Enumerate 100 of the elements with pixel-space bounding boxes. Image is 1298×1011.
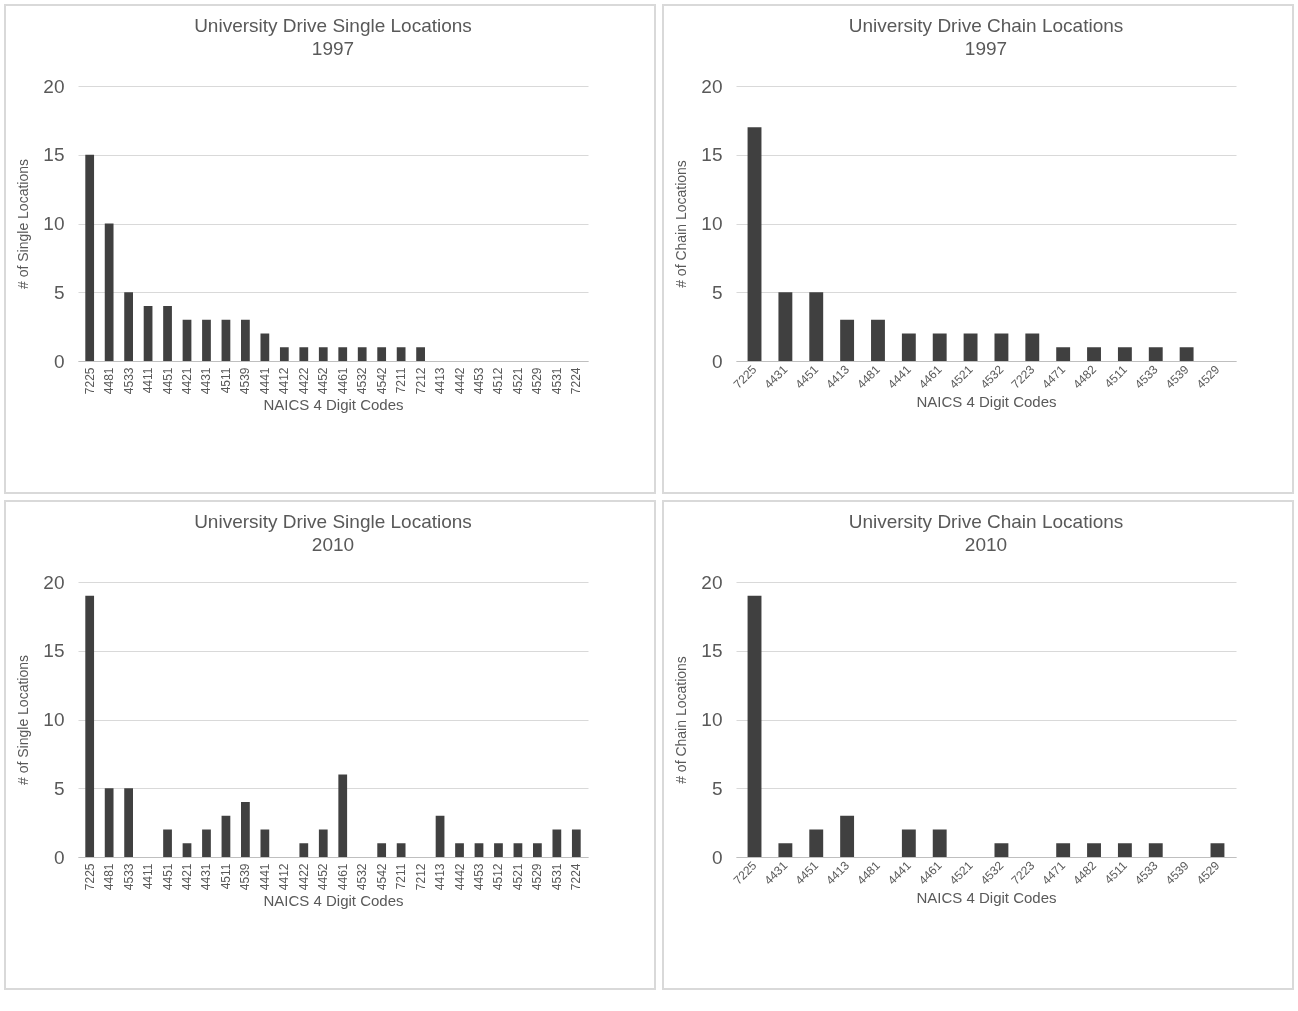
x-tick-label: 4533	[121, 367, 136, 395]
x-tick-label: 7225	[82, 863, 97, 891]
bar	[143, 306, 153, 361]
bar	[338, 347, 348, 361]
chart-subtitle: 2010	[311, 534, 355, 555]
x-tick-label: 4461	[335, 863, 350, 891]
y-axis-title: # of Single Locations	[15, 159, 32, 289]
x-tick-label: 4461	[335, 367, 350, 395]
y-tick-label: 5	[711, 281, 723, 303]
x-axis-title: NAICS 4 Digit Codes	[263, 396, 404, 414]
x-tick-label: 4452	[316, 367, 331, 395]
y-tick-label: 10	[43, 709, 65, 730]
chart-title: University Drive Chain Locations	[848, 511, 1124, 532]
bar	[318, 347, 328, 361]
x-tick-label: 4413	[433, 367, 448, 395]
bar	[1210, 843, 1225, 857]
y-axis-title: # of Chain Locations	[673, 656, 690, 784]
bar	[85, 154, 95, 361]
bar	[163, 829, 172, 857]
y-tick-label: 20	[43, 571, 65, 593]
x-tick-label: 4532	[355, 367, 370, 395]
chart-title: University Drive Chain Locations	[848, 15, 1124, 36]
bar	[318, 829, 328, 857]
bar	[455, 843, 464, 857]
bar	[747, 595, 762, 857]
x-tick-label: 4453	[471, 367, 486, 395]
bar	[474, 843, 484, 857]
y-tick-label: 5	[53, 777, 65, 799]
y-axis-title: # of Chain Locations	[673, 160, 690, 288]
bar	[963, 333, 978, 361]
chart-subtitle: 2010	[964, 534, 1008, 555]
y-tick-label: 0	[53, 846, 65, 868]
x-tick-label: 7224	[569, 367, 584, 395]
bar	[1148, 347, 1163, 361]
bar	[182, 319, 192, 361]
bar	[1117, 843, 1132, 857]
x-tick-label: 4412	[277, 367, 292, 395]
bar	[163, 306, 172, 361]
x-tick-label: 4452	[316, 863, 331, 891]
x-tick-label: 4442	[452, 863, 467, 891]
x-axis-title: NAICS 4 Digit Codes	[916, 888, 1057, 906]
bar	[571, 829, 581, 857]
bar	[338, 774, 348, 857]
bar	[85, 595, 95, 857]
bar	[377, 843, 387, 857]
bar	[104, 788, 114, 857]
bar	[124, 292, 133, 361]
bar	[435, 815, 445, 857]
bar	[202, 319, 211, 361]
bar	[778, 292, 793, 361]
x-tick-label: 4453	[471, 863, 486, 891]
x-tick-label: 4539	[238, 863, 253, 891]
bar	[533, 843, 542, 857]
y-tick-label: 5	[53, 281, 65, 303]
y-tick-label: 10	[701, 709, 723, 730]
bar	[809, 829, 824, 857]
x-tick-label: 7211	[394, 367, 409, 394]
bar	[1025, 333, 1040, 361]
bar	[778, 843, 793, 857]
x-tick-label: 4511	[218, 367, 233, 394]
chart-title: University Drive Single Locations	[194, 511, 472, 532]
y-axis-title: # of Single Locations	[15, 655, 32, 785]
x-tick-label: 4512	[491, 367, 506, 395]
bar	[416, 347, 425, 361]
bar	[932, 333, 947, 361]
bar	[104, 223, 114, 361]
y-tick-label: 15	[701, 144, 723, 166]
bar	[260, 829, 270, 857]
bar	[840, 319, 855, 361]
bar	[221, 815, 231, 857]
y-tick-label: 20	[701, 571, 723, 593]
bar	[396, 843, 406, 857]
bar	[124, 788, 133, 857]
bar	[221, 319, 231, 361]
bar	[513, 843, 523, 857]
bar	[552, 829, 562, 857]
bar	[202, 829, 211, 857]
x-tick-label: 4422	[296, 863, 311, 891]
x-tick-label: 4451	[160, 367, 175, 395]
bar	[994, 843, 1009, 857]
x-tick-label: 4542	[374, 863, 389, 891]
x-tick-label: 4521	[510, 863, 525, 891]
y-tick-label: 20	[701, 75, 723, 97]
y-tick-label: 0	[711, 846, 723, 868]
bar	[182, 843, 192, 857]
bar	[871, 319, 885, 361]
x-tick-label: 4481	[102, 367, 117, 395]
bar	[396, 347, 406, 361]
bar	[241, 319, 250, 361]
x-tick-label: 4431	[199, 367, 214, 395]
x-tick-label: 4421	[180, 863, 195, 891]
chart-title: University Drive Single Locations	[194, 15, 472, 36]
y-tick-label: 0	[53, 350, 65, 372]
bar	[840, 815, 855, 857]
x-tick-label: 4532	[355, 863, 370, 891]
bar	[901, 829, 916, 857]
y-tick-label: 10	[43, 213, 65, 234]
x-tick-label: 4529	[530, 367, 545, 395]
bar	[260, 333, 270, 361]
bar	[1087, 843, 1101, 857]
